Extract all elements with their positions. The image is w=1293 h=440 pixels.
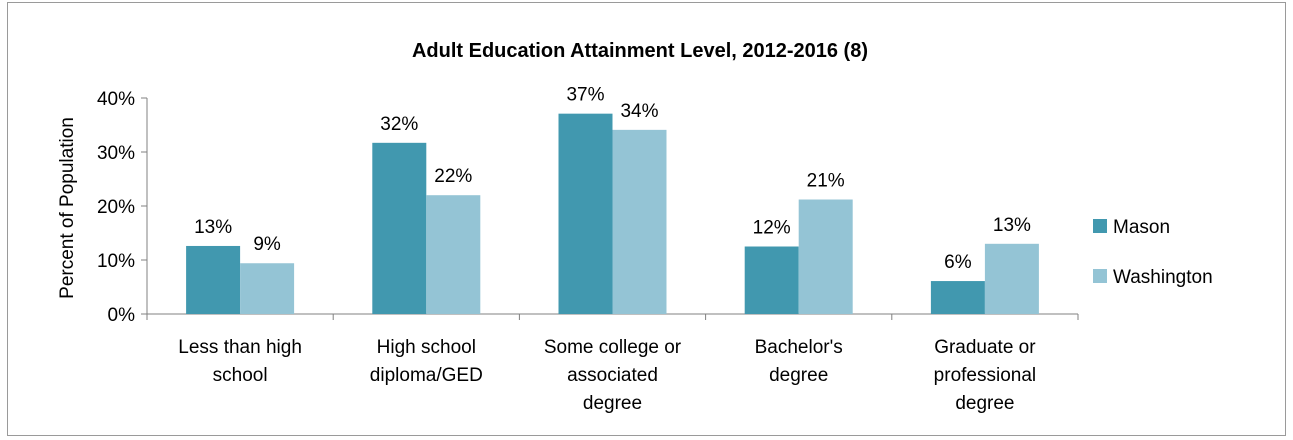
y-tick-label: 10% xyxy=(97,251,135,272)
legend-swatch-washington xyxy=(1093,269,1107,283)
bar-mason xyxy=(744,246,799,314)
x-category-label: school xyxy=(213,365,268,386)
data-label-washington: 22% xyxy=(434,166,472,187)
x-category-label: Less than high xyxy=(178,337,302,358)
bar-mason xyxy=(372,142,427,314)
x-category-label: degree xyxy=(583,393,642,414)
y-axis-label: Percent of Population xyxy=(57,117,78,299)
bar-washington xyxy=(798,199,853,314)
data-label-washington: 34% xyxy=(620,101,658,122)
plot-area: 0% 10% 20% 30% 40% 13% 9% Less than high school 3… xyxy=(97,85,1079,414)
bar-washington xyxy=(984,243,1039,314)
x-category-label: Graduate or xyxy=(934,337,1036,358)
data-label-washington: 21% xyxy=(807,171,845,192)
bar-mason xyxy=(558,113,613,314)
bar-mason xyxy=(186,245,241,314)
x-category-label: Some college or xyxy=(544,337,682,358)
x-category-label: degree xyxy=(769,365,828,386)
bar-washington xyxy=(426,195,481,314)
x-category-label: High school xyxy=(377,337,476,358)
y-tick-label: 0% xyxy=(108,305,136,326)
y-tick-label: 40% xyxy=(97,89,135,110)
data-label-mason: 12% xyxy=(753,218,791,239)
data-label-washington: 9% xyxy=(253,234,281,255)
data-label-mason: 37% xyxy=(566,85,604,106)
data-label-mason: 32% xyxy=(380,114,418,135)
y-tick-label: 20% xyxy=(97,197,135,218)
bar-washington xyxy=(612,129,667,314)
x-category-label: degree xyxy=(955,393,1014,414)
legend-swatch-mason xyxy=(1093,219,1107,233)
data-label-mason: 6% xyxy=(944,252,972,273)
legend-label-mason: Mason xyxy=(1113,217,1170,238)
bar-washington xyxy=(240,263,295,314)
data-label-washington: 13% xyxy=(993,215,1031,236)
x-category-label: associated xyxy=(567,365,658,386)
x-category-label: professional xyxy=(934,365,1036,386)
bar-mason xyxy=(930,281,985,314)
y-tick-label: 30% xyxy=(97,143,135,164)
chart-title: Adult Education Attainment Level, 2012-2… xyxy=(412,40,868,62)
data-label-mason: 13% xyxy=(194,217,232,238)
x-category-label: diploma/GED xyxy=(370,365,483,386)
x-category-label: Bachelor's xyxy=(755,337,843,358)
legend: Mason Washington xyxy=(1093,217,1213,288)
legend-label-washington: Washington xyxy=(1113,267,1213,288)
